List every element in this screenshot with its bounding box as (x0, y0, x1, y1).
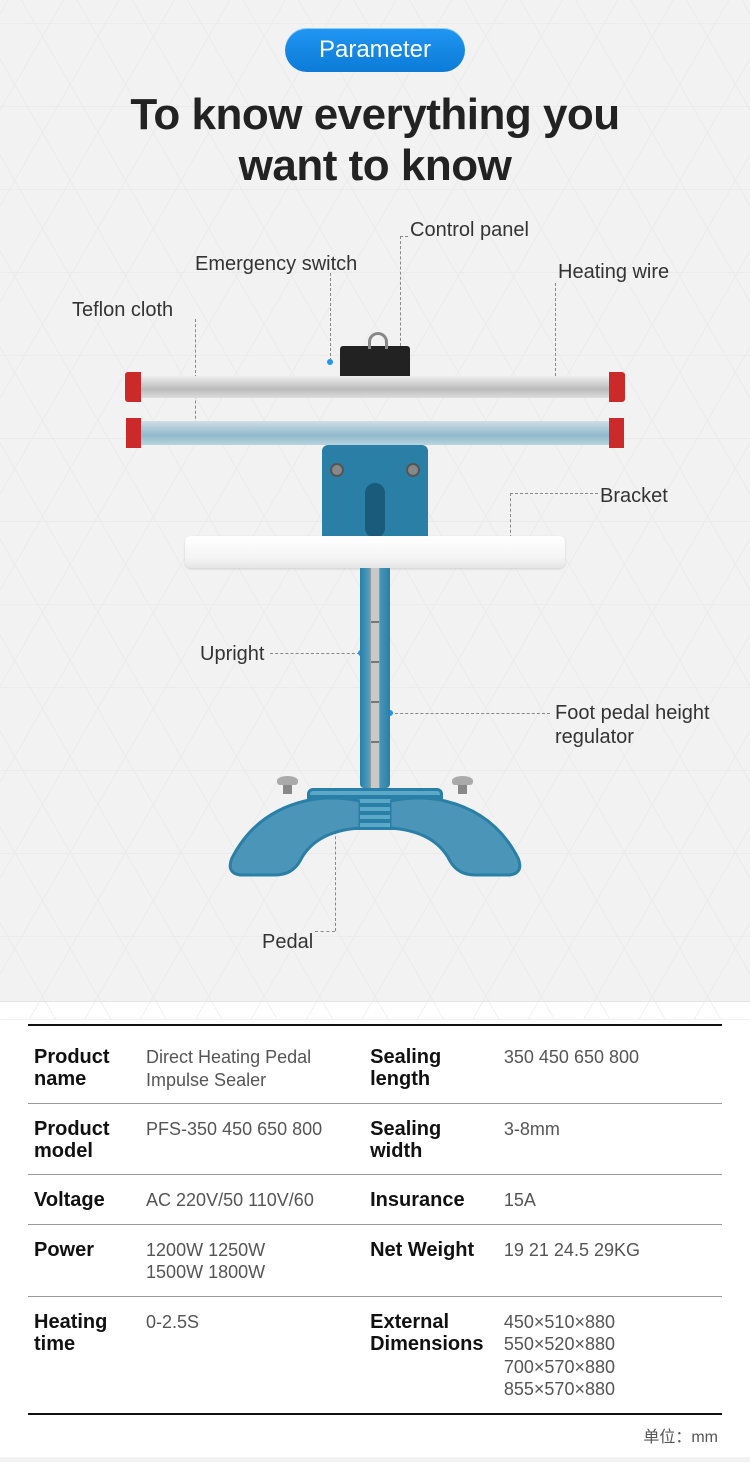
spec-row: Heatingtime0-2.5SExternalDimensions450×5… (28, 1296, 722, 1414)
machine-sealing-bar (135, 421, 615, 445)
machine-top-bar (135, 376, 615, 398)
spec-value: 19 21 24.5 29KG (498, 1224, 722, 1296)
spec-top-rule (28, 1024, 722, 1026)
label-control-panel: Control panel (410, 219, 529, 242)
spec-row: ProductnameDirect Heating Pedal Impulse … (28, 1032, 722, 1104)
parameter-badge: Parameter (285, 28, 465, 72)
headline-line1: To know everything you (130, 90, 619, 139)
product-diagram: Control panel Emergency switch Heating w… (0, 201, 750, 1001)
spec-value: Direct Heating Pedal Impulse Sealer (140, 1032, 364, 1104)
spec-label: ExternalDimensions (364, 1296, 498, 1414)
spec-value: 3-8mm (498, 1104, 722, 1175)
spec-label: Sealingwidth (364, 1104, 498, 1175)
spec-label: Insurance (364, 1175, 498, 1225)
spec-value: 15A (498, 1175, 722, 1225)
machine-illustration (135, 321, 615, 971)
header-region: Parameter To know everything you want to… (0, 0, 750, 191)
headline-line2: want to know (239, 141, 512, 190)
spec-label: Productname (28, 1032, 140, 1104)
spec-label: Net Weight (364, 1224, 498, 1296)
machine-tick (371, 701, 379, 703)
spec-section: ProductnameDirect Heating Pedal Impulse … (0, 1001, 750, 1457)
unit-note: 单位：mm (28, 1415, 722, 1447)
spec-value: AC 220V/50 110V/60 (140, 1175, 364, 1225)
label-emergency-switch: Emergency switch (195, 253, 357, 276)
spec-value: 1200W 1250W1500W 1800W (140, 1224, 364, 1296)
spec-row: Power1200W 1250W1500W 1800WNet Weight19 … (28, 1224, 722, 1296)
leader-control-panel-h (400, 236, 408, 237)
spec-label: Voltage (28, 1175, 140, 1225)
spec-row: VoltageAC 220V/50 110V/60Insurance15A (28, 1175, 722, 1225)
spec-value: 0-2.5S (140, 1296, 364, 1414)
spec-label: Sealinglength (364, 1032, 498, 1104)
spec-row: ProductmodelPFS-350 450 650 800Sealingwi… (28, 1104, 722, 1175)
machine-bracket-slot (365, 483, 385, 538)
machine-base-left (220, 783, 360, 883)
machine-tick (371, 741, 379, 743)
spec-value: PFS-350 450 650 800 (140, 1104, 364, 1175)
spec-label: Productmodel (28, 1104, 140, 1175)
machine-tick (371, 621, 379, 623)
spec-label: Power (28, 1224, 140, 1296)
label-teflon-cloth: Teflon cloth (72, 299, 173, 322)
machine-tick (371, 661, 379, 663)
machine-base-right (390, 783, 530, 883)
spec-value: 350 450 650 800 (498, 1032, 722, 1104)
headline: To know everything you want to know (0, 90, 750, 191)
spec-label: Heatingtime (28, 1296, 140, 1414)
spec-value: 450×510×880550×520×880700×570×880855×570… (498, 1296, 722, 1414)
machine-bracket (322, 445, 428, 545)
machine-upright-rod (370, 568, 380, 793)
spec-table: ProductnameDirect Heating Pedal Impulse … (28, 1032, 722, 1415)
label-heating-wire: Heating wire (558, 261, 669, 284)
machine-tray (185, 536, 565, 568)
